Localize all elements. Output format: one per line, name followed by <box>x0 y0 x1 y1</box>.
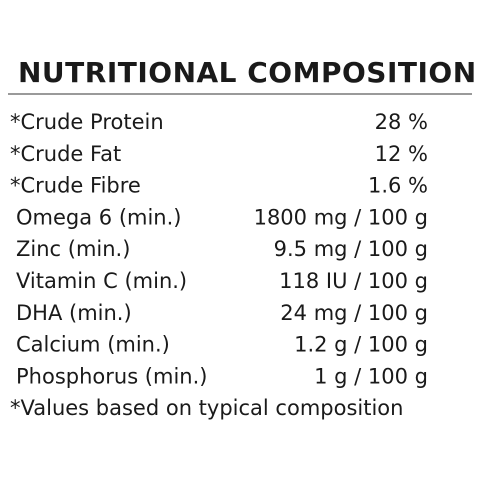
nutrient-label: DHA (min.) <box>16 301 132 325</box>
nutrient-label: Zinc (min.) <box>16 237 130 261</box>
nutrient-value: 24 mg / 100 g <box>280 301 428 325</box>
footnote: *Values based on typical composition <box>10 396 403 420</box>
nutrient-value: 1.2 g / 100 g <box>294 333 428 357</box>
nutrient-label: *Crude Protein <box>10 110 164 134</box>
nutrient-label: *Crude Fat <box>10 142 121 166</box>
nutrient-value: 9.5 mg / 100 g <box>274 237 428 261</box>
table: *Crude Protein 28 % *Crude Fat 12 % *Crude F… <box>10 110 428 388</box>
nutrient-label: Phosphorus (min.) <box>16 364 207 388</box>
nutrient-label: *Crude Fibre <box>10 174 141 198</box>
nutrient-value: 118 IU / 100 g <box>279 269 428 293</box>
nutrient-label: Omega 6 (min.) <box>16 205 181 229</box>
title: NUTRITIONAL COMPOSITION <box>18 56 477 89</box>
nutrient-value: 1800 mg / 100 g <box>254 205 428 229</box>
nutrient-value: 28 % <box>375 110 428 134</box>
nutrient-value: 1.6 % <box>368 174 428 198</box>
nutrient-value: 12 % <box>375 142 428 166</box>
nutrient-label: Calcium (min.) <box>16 333 170 357</box>
nutrient-label: Vitamin C (min.) <box>16 269 187 293</box>
nutrient-value: 1 g / 100 g <box>314 364 428 388</box>
